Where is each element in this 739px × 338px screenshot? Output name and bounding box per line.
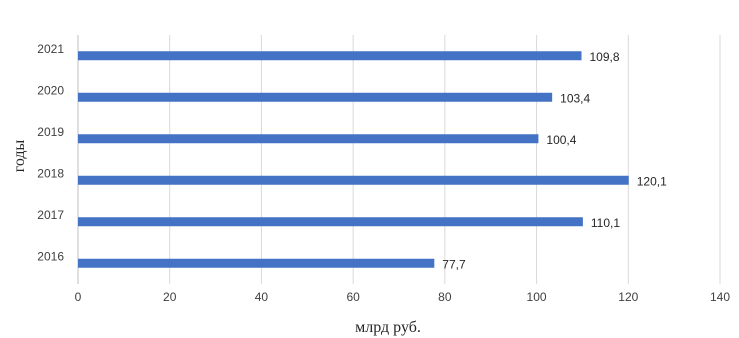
x-tick-label: 140 <box>710 290 730 304</box>
y-tick-label: 2019 <box>37 125 64 139</box>
bar-2019 <box>78 134 539 144</box>
x-tick-label: 60 <box>346 290 360 304</box>
data-label-2021: 109,8 <box>590 50 620 64</box>
data-label-2016: 77,7 <box>442 257 466 271</box>
data-label-2019: 100,4 <box>546 133 576 147</box>
y-tick-label: 2017 <box>37 208 64 222</box>
y-tick-label: 2020 <box>37 83 64 97</box>
bar-2016 <box>78 258 435 268</box>
data-labels: 109,8 103,4 100,4 120,1 110,1 77,7 <box>442 50 667 272</box>
x-tick-label: 80 <box>438 290 452 304</box>
y-axis-title: годы <box>11 139 28 172</box>
x-tick-label: 40 <box>255 290 269 304</box>
x-tick-label: 100 <box>527 290 547 304</box>
bar-2021 <box>78 51 582 61</box>
bar-2017 <box>78 217 583 227</box>
x-tick-label: 20 <box>163 290 177 304</box>
bars <box>78 51 629 268</box>
data-label-2017: 110,1 <box>591 216 620 230</box>
y-tick-label: 2016 <box>37 249 64 263</box>
bar-2018 <box>78 175 629 185</box>
x-tick-labels: 0 20 40 60 80 100 120 140 <box>75 290 731 304</box>
y-tick-labels: 2021 2020 2019 2018 2017 2016 <box>37 42 64 264</box>
data-label-2020: 103,4 <box>560 91 590 105</box>
bar-2020 <box>78 92 553 102</box>
gridlines <box>77 35 721 284</box>
x-axis-title: млрд руб. <box>355 319 421 336</box>
y-tick-label: 2018 <box>37 166 64 180</box>
data-label-2018: 120,1 <box>637 174 667 188</box>
y-tick-label: 2021 <box>37 42 64 56</box>
x-tick-label: 120 <box>618 290 638 304</box>
x-tick-label: 0 <box>75 290 82 304</box>
